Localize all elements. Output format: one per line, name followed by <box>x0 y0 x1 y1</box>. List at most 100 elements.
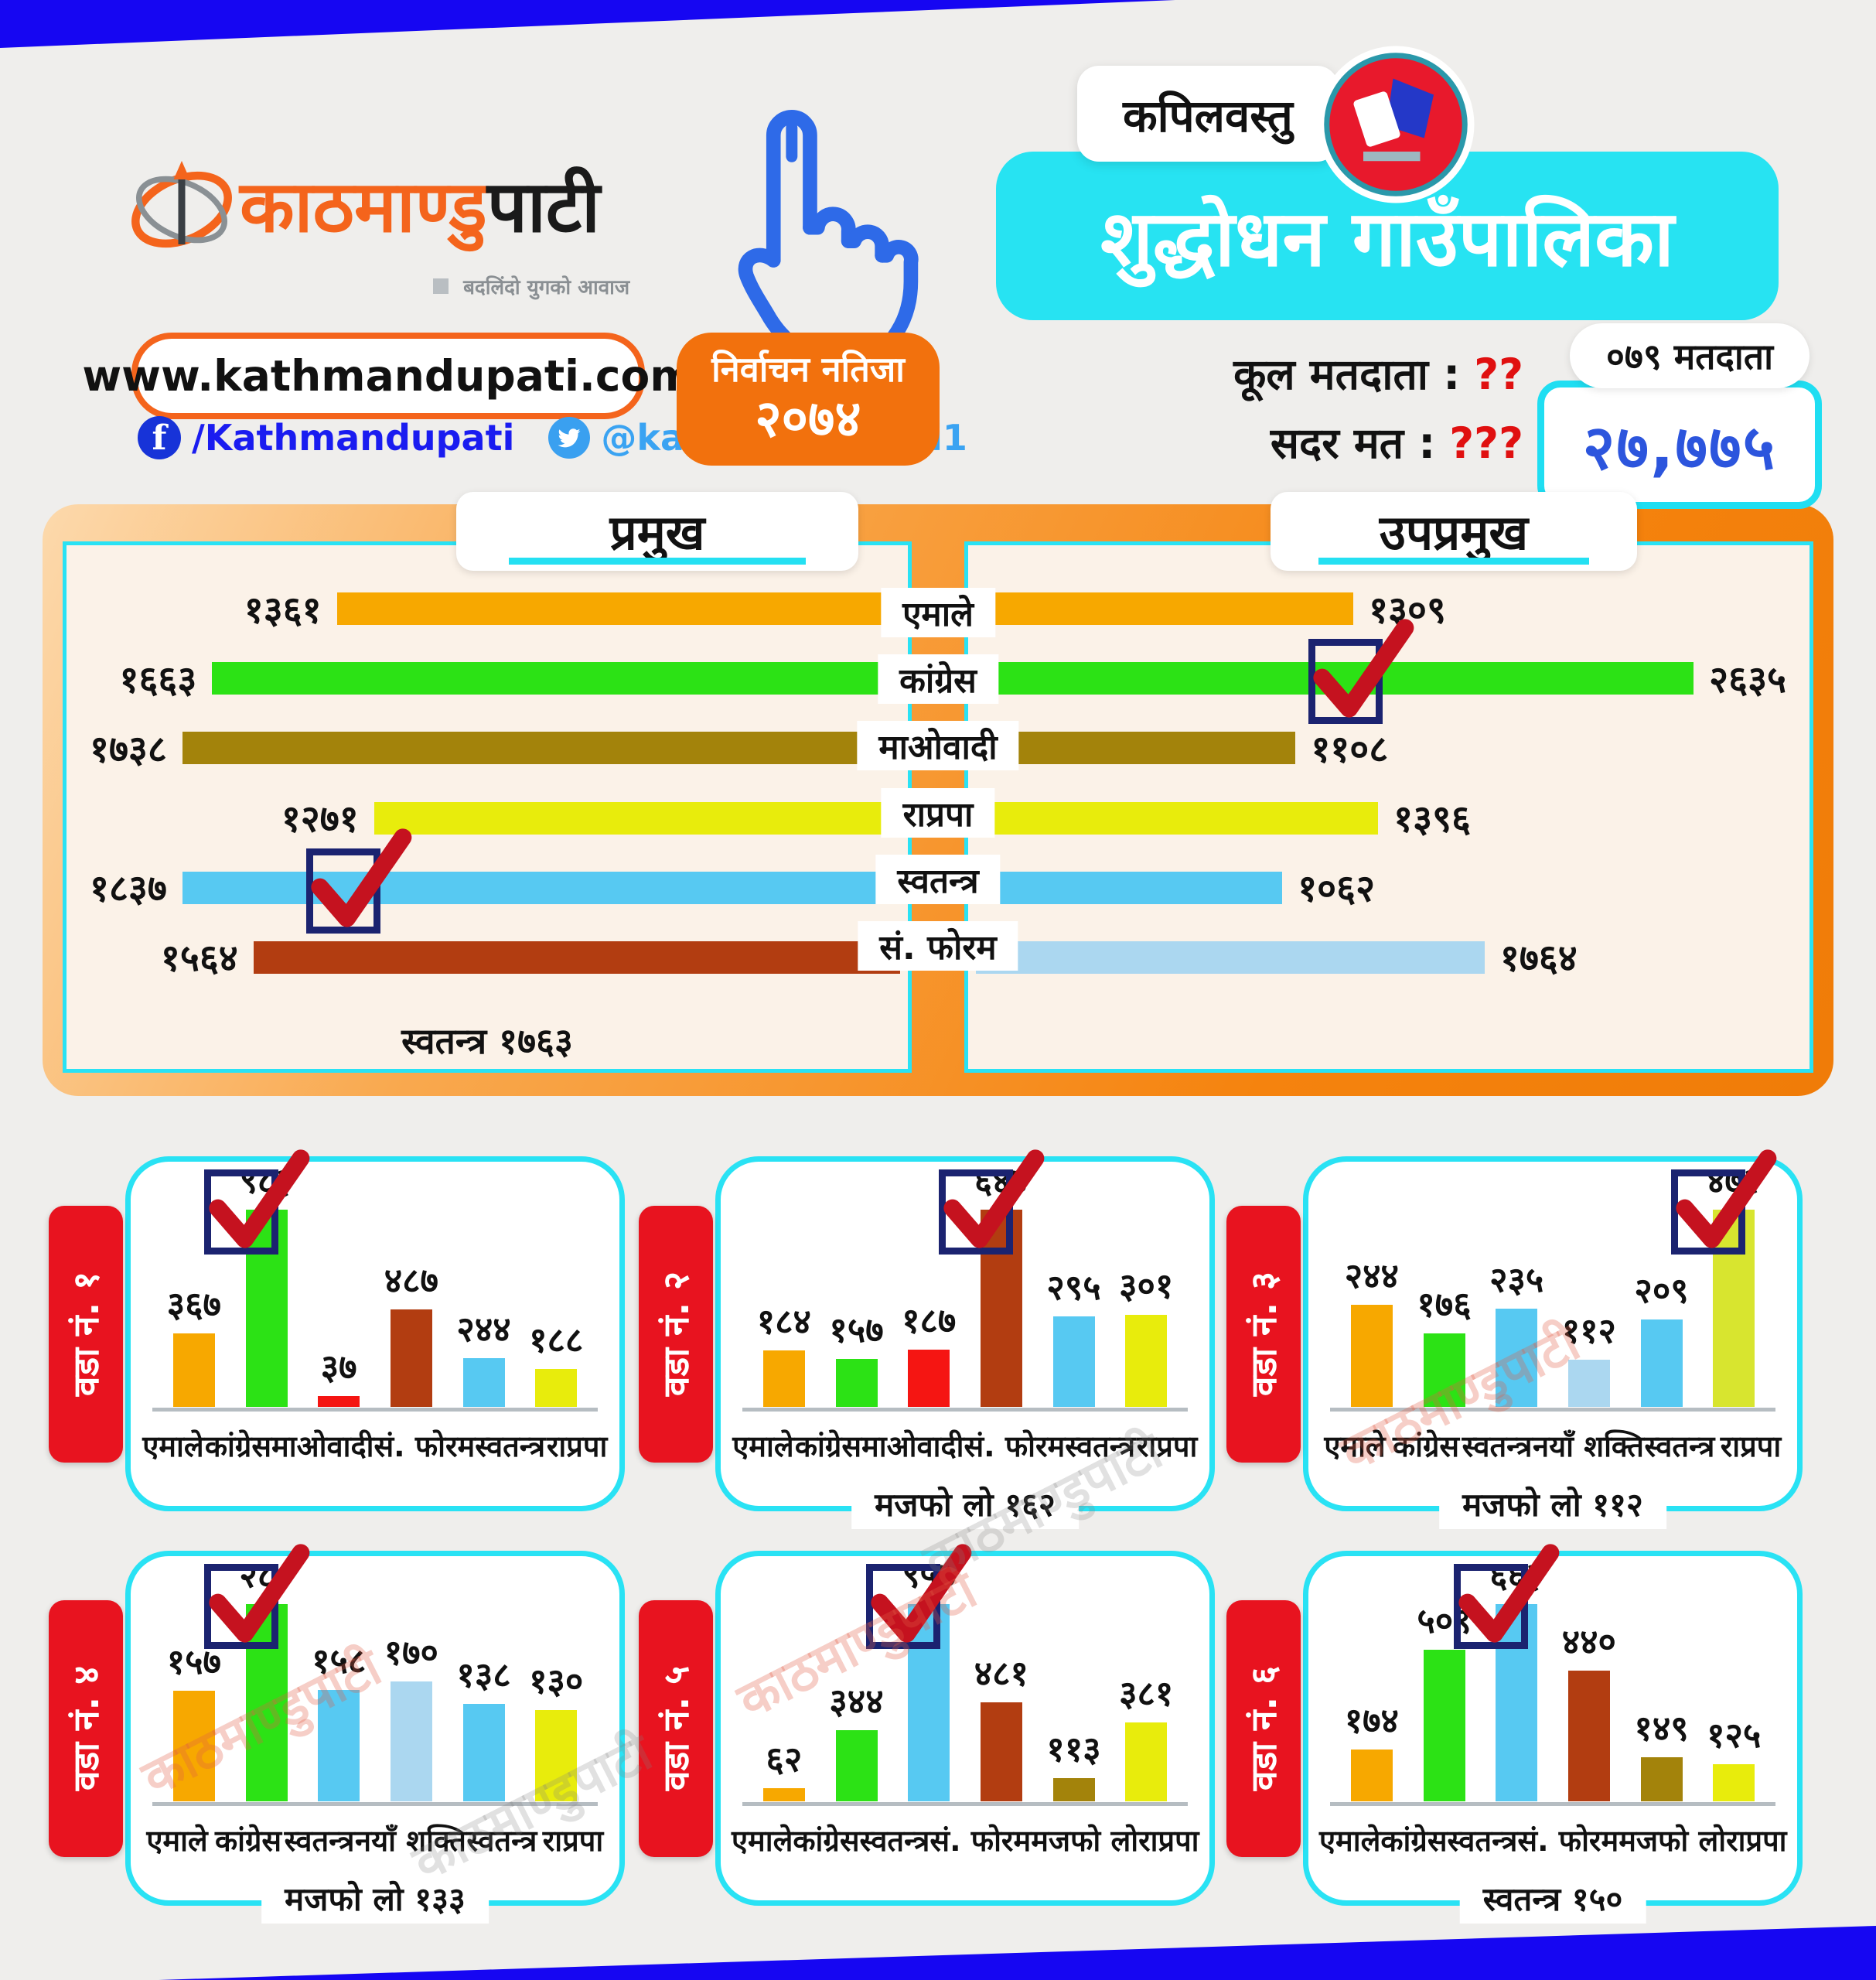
ward-4-card: वडा नं. ४ १५७ २८० १५८ १७० १३८ १३० एमाले कांग्र… <box>49 1544 625 1924</box>
bar-value: १८३७ <box>90 867 167 911</box>
facebook-icon[interactable]: f <box>138 416 181 459</box>
result-row-माओवादी: ११०८ <box>976 728 1802 771</box>
party-label: स्वतन्त्र <box>1447 1824 1518 1858</box>
ward-4-tab: वडा नं. ४ <box>49 1599 123 1857</box>
result-row-सं. फोरम: १७६४ <box>976 937 1802 980</box>
bar-एमाले <box>172 1333 215 1407</box>
website-link[interactable]: www.kathmandupati.com <box>82 333 694 419</box>
result-row-कांग्रेस: १६६३ <box>74 658 900 702</box>
party-label: एमाले <box>732 1429 794 1463</box>
bar-value: ३०१ <box>1119 1265 1174 1306</box>
bar-value: २४४ <box>1344 1255 1399 1296</box>
ward-4-note: मजफो लो १३३ <box>261 1873 489 1924</box>
bar-एमाले <box>172 1691 215 1801</box>
bar-value: १८७ <box>902 1300 957 1341</box>
bar-value: १८४ <box>756 1301 811 1342</box>
winner-checkmark <box>305 828 412 934</box>
party-label: एमाले <box>146 1824 208 1858</box>
party-label: स्वतन्त्र <box>1644 1429 1715 1463</box>
ward-3-card: वडा नं. ३ २४४ १७६ २३५ ११२ २०९ ४७२ एमाले कांग्र… <box>1226 1149 1803 1529</box>
chief-panel: १३६१ १६६३ १७३८ १२७१ १८३७ १५६४ स्वतन्त्र १७६३ <box>63 541 912 1073</box>
ward-1-tab: वडा नं. १ <box>49 1205 123 1463</box>
main-chart-frame: प्रमुख उपप्रमुख १३६१ १६६३ १७३८ १२७१ १८३७ १५६४… <box>43 492 1833 1096</box>
bar-स्वतन्त्र <box>462 1358 505 1407</box>
party-label: कांग्रेस <box>794 1429 862 1463</box>
bar-राप्रपा <box>1713 1764 1755 1801</box>
chief-bars: १३६१ १६६३ १७३८ १२७१ १८३७ १५६४ <box>74 589 900 980</box>
ward-6-bars: १७४ ५०९ ६६३ ४४० १४९ १२५ <box>1335 1544 1770 1801</box>
logo-monument-icon <box>131 160 232 248</box>
ward-2-tab: वडा नं. २ <box>639 1205 713 1463</box>
bar-एमाले <box>762 1788 805 1801</box>
bar-value: ११२ <box>1561 1310 1616 1351</box>
winner-checkmark <box>1671 1149 1777 1255</box>
bar-value: ४४० <box>1561 1621 1616 1662</box>
party-label: सं. फोरम <box>373 1429 476 1463</box>
bar-column-एमाले: २४४ <box>1335 1251 1408 1407</box>
bar-value: २०९ <box>1634 1270 1689 1311</box>
bar-column-सं. फोरम: ६४४ <box>939 1149 1045 1407</box>
bar-column-स्वतन्त्र: २०९ <box>1625 1266 1698 1407</box>
bar-माओवादी <box>318 1396 360 1407</box>
bar-नयाँ शक्ति <box>390 1681 432 1801</box>
bar-स्वतन्त्र <box>1640 1319 1683 1407</box>
ward-5-party-labels: एमाले कांग्रेस स्वतन्त्र सं. फोरम मजफो लो राप… <box>732 1817 1199 1863</box>
deputy-bars: १३०९ २६३५ ११०८ १३९६ १०६२ १७६४ <box>976 589 1802 980</box>
ballot-box-icon <box>1317 46 1475 203</box>
winner-checkmark <box>866 1544 972 1649</box>
bar-मजफो लो <box>1052 1778 1095 1801</box>
voters-bubble: ०७९ मतदाता <box>1570 323 1809 388</box>
bar-कांग्रेस <box>1423 1333 1465 1407</box>
top-blue-band <box>0 0 1175 48</box>
bar-column-राप्रपा: १२५ <box>1697 1711 1770 1801</box>
bar-स्वतन्त्र <box>1052 1316 1095 1407</box>
party-label: एमाले <box>732 1824 793 1858</box>
bar-value: २३५ <box>1489 1259 1544 1300</box>
party-label: स्वतन्त्र <box>475 1429 546 1463</box>
party-label: नयाँ शक्ति <box>355 1824 466 1858</box>
bar-value: २९५ <box>1046 1267 1101 1308</box>
brand-name: काठमाण्डुपाटी <box>240 165 600 248</box>
bar-माओवादी <box>182 732 900 765</box>
ward-2-card: वडा नं. २ १८४ १५७ १८७ ६४४ २९५ ३०१ एमाले कांग्र… <box>639 1149 1215 1529</box>
ward-5-card: वडा नं. ५ ६२ ३४४ ९५७ ४८१ ११३ ३८१ एमाले कांग्रे… <box>639 1544 1215 1906</box>
party-label: राप्रपा <box>881 787 995 838</box>
bar-एमाले <box>1350 1305 1393 1407</box>
party-label: राप्रपा <box>1726 1824 1787 1858</box>
result-row-कांग्रेस: २६३५ <box>976 619 1802 725</box>
party-label: राप्रपा <box>546 1429 608 1463</box>
bar-कांग्रेस <box>1423 1650 1465 1801</box>
facebook-handle[interactable]: /Kathmandupati <box>192 417 515 459</box>
party-label: एमाले <box>1319 1824 1381 1858</box>
ward-1-bars: ३६७ ९८३ ३७ ४८७ २४४ १८८ <box>158 1149 592 1407</box>
bar-column-राप्रपा: १३० <box>520 1657 592 1801</box>
tagline-square-icon <box>433 278 449 294</box>
bar-column-सं. फोरम: ४८१ <box>965 1649 1038 1801</box>
bar-value: १८८ <box>529 1319 584 1360</box>
ward-6-party-labels: एमाले कांग्रेस स्वतन्त्र सं. फोरम मजफो लो राप… <box>1319 1817 1787 1863</box>
bar-value: ३७ <box>320 1347 357 1388</box>
axis-line <box>742 1802 1188 1806</box>
bar-column-मजफो लो: १४९ <box>1625 1704 1698 1801</box>
bar-column-एमाले: १७४ <box>1335 1696 1408 1801</box>
bar-column-एमाले: ६२ <box>748 1735 820 1801</box>
party-label: एमाले <box>881 588 995 637</box>
title-underline <box>1318 558 1590 565</box>
title-underline <box>508 558 807 565</box>
bar-column-राप्रपा: ३०१ <box>1110 1261 1182 1407</box>
party-label: एमाले <box>142 1429 204 1463</box>
ward-4-party-labels: एमाले कांग्रेस स्वतन्त्र नयाँ शक्ति स्वतन्त्… <box>142 1817 609 1863</box>
party-label: राप्रपा <box>542 1824 604 1858</box>
bar-एमाले <box>976 592 1354 625</box>
bar-value: २४४ <box>456 1309 511 1350</box>
bar-value: १३० <box>529 1661 584 1702</box>
bar-value: १६६३ <box>119 657 197 702</box>
ward-6-tab: वडा नं. ६ <box>1226 1599 1301 1857</box>
bar-value: १०६२ <box>1298 867 1376 911</box>
voter-stats: कूल मतदाता :?? सदर मत :??? <box>1233 350 1523 468</box>
twitter-icon[interactable] <box>548 417 591 459</box>
bar-स्वतन्त्र <box>1496 1309 1538 1407</box>
party-label: मजफो लो <box>1031 1824 1139 1858</box>
party-label: राप्रपा <box>1136 1429 1198 1463</box>
party-label: कांग्रेस <box>204 1429 272 1463</box>
